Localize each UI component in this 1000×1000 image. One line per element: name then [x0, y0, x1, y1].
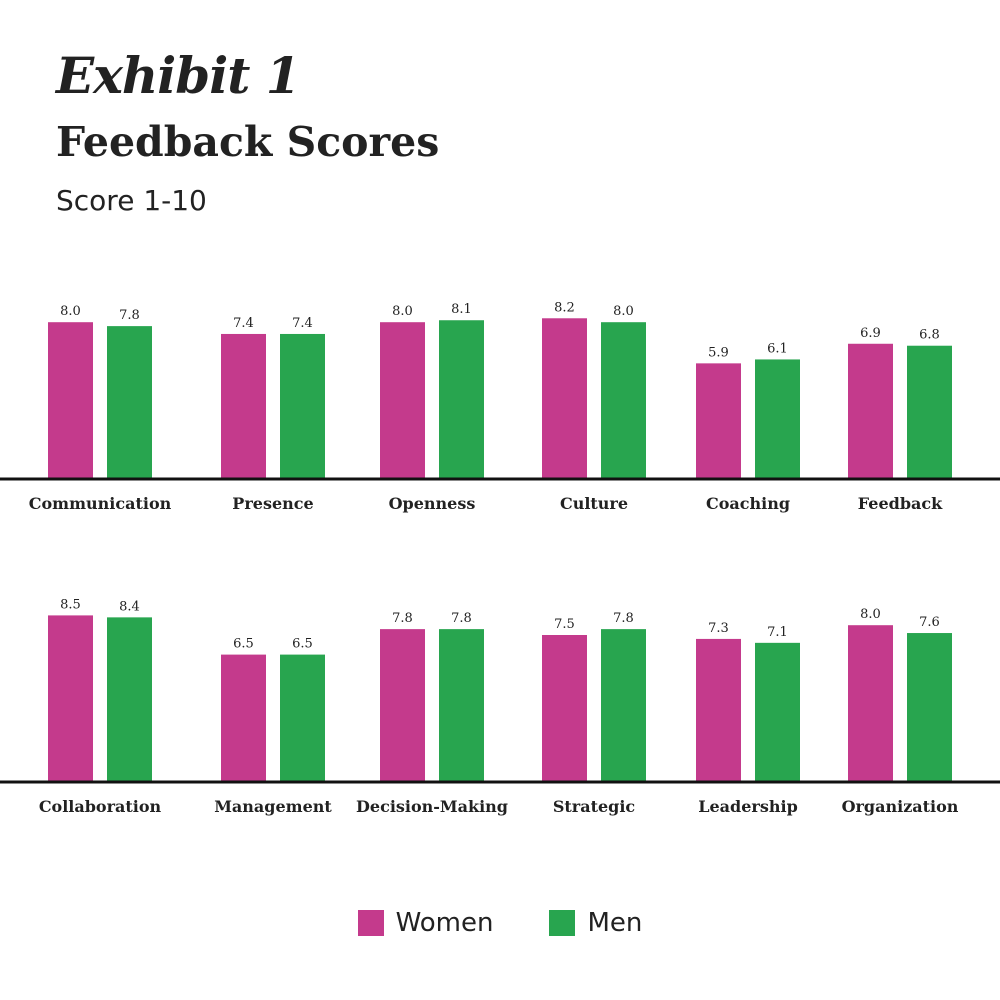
category-label: Openness	[389, 494, 476, 513]
bar-men	[439, 629, 484, 782]
data-label-women: 8.0	[60, 304, 81, 319]
data-label-women: 7.4	[233, 316, 254, 331]
bar-men	[107, 326, 152, 479]
bar-men	[107, 617, 152, 782]
bar-men	[601, 322, 646, 479]
category-label: Leadership	[698, 797, 798, 816]
bar-women	[696, 363, 741, 479]
data-label-women: 8.2	[554, 300, 575, 315]
bar-women	[221, 654, 266, 782]
data-label-women: 8.0	[392, 304, 413, 319]
legend-label-women: Women	[395, 908, 494, 938]
bar-women	[542, 635, 587, 782]
data-label-men: 8.0	[613, 304, 634, 319]
data-label-women: 7.5	[554, 617, 575, 632]
data-label-men: 8.1	[451, 302, 472, 317]
bar-men	[907, 345, 952, 479]
bar-women	[696, 638, 741, 782]
category-label: Organization	[842, 797, 959, 816]
category-label: Management	[214, 797, 332, 816]
data-label-men: 6.1	[767, 341, 788, 356]
data-label-women: 6.9	[860, 326, 881, 341]
legend-item-men: Men	[549, 908, 642, 938]
data-label-men: 7.8	[613, 611, 634, 626]
bar-men	[755, 359, 800, 479]
bar-women	[848, 625, 893, 782]
category-label: Presence	[232, 494, 313, 513]
data-label-women: 8.0	[860, 607, 881, 622]
data-label-men: 7.1	[767, 625, 788, 640]
chart-subtitle: Score 1-10	[56, 184, 207, 217]
data-label-women: 7.3	[708, 621, 729, 636]
bar-women	[380, 629, 425, 782]
data-label-men: 7.4	[292, 316, 313, 331]
bar-men	[280, 333, 325, 479]
bar-women	[48, 322, 93, 479]
data-label-men: 7.8	[119, 308, 140, 323]
category-label: Feedback	[858, 494, 943, 513]
category-label: Culture	[560, 494, 628, 513]
data-label-women: 8.5	[60, 597, 81, 612]
bar-men	[907, 633, 952, 782]
chart-title: Feedback Scores	[56, 118, 440, 166]
bar-men	[280, 654, 325, 782]
data-label-women: 5.9	[708, 345, 729, 360]
legend-swatch-women	[357, 910, 384, 936]
category-label: Communication	[29, 494, 172, 513]
data-label-women: 7.8	[392, 611, 413, 626]
legend-label-men: Men	[587, 908, 643, 938]
category-label: Collaboration	[39, 797, 162, 816]
bar-women	[380, 322, 425, 479]
legend-item-women: Women	[357, 908, 494, 938]
category-label: Coaching	[706, 494, 790, 513]
data-label-men: 7.8	[451, 611, 472, 626]
data-label-women: 6.5	[233, 637, 254, 652]
category-label: Strategic	[553, 797, 636, 816]
exhibit-label: Exhibit 1	[56, 46, 301, 105]
legend-swatch-men	[549, 910, 576, 936]
data-label-men: 6.5	[292, 637, 313, 652]
bar-men	[601, 629, 646, 782]
category-label: Decision-Making	[356, 797, 508, 816]
bar-women	[48, 615, 93, 782]
data-label-men: 8.4	[119, 599, 140, 614]
data-label-men: 6.8	[919, 328, 940, 343]
bar-women	[848, 343, 893, 479]
data-label-men: 7.6	[919, 615, 940, 630]
bar-men	[439, 320, 484, 479]
bar-men	[755, 642, 800, 782]
legend: Women Men	[0, 908, 1000, 938]
bar-women	[542, 318, 587, 479]
bar-women	[221, 333, 266, 479]
